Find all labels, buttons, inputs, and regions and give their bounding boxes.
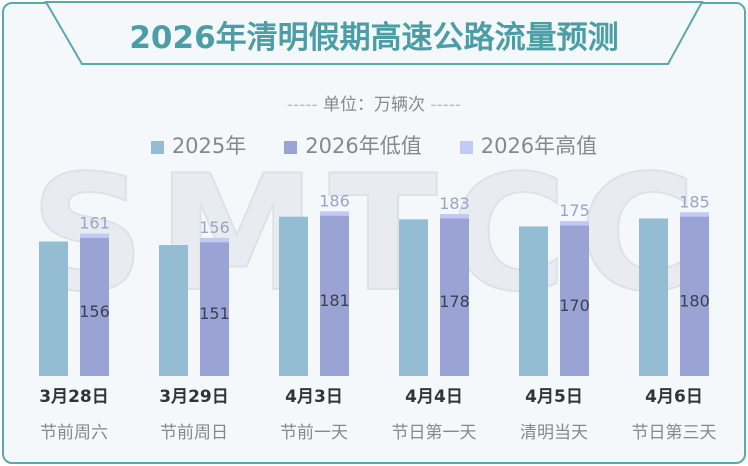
chart-title: 2026年清明假期高速公路流量预测 [129,20,619,56]
legend-item-2026-low: 2026年低值 [284,130,422,160]
label-2026-high: 185 [679,192,710,211]
x-tick-day: 节日第三天 [632,423,717,443]
label-2026-low: 181 [319,291,350,310]
label-2026-low: 156 [79,302,110,321]
x-tick-date: 4月5日 [525,387,583,407]
bar-2025 [519,226,548,376]
label-2026-low: 170 [559,296,590,315]
label-2026-high: 175 [559,201,590,220]
bar-2026-low [560,225,589,376]
label-2026-high: 186 [319,191,350,210]
title-banner [44,1,704,65]
bar-2025 [399,219,428,376]
label-2026-high: 183 [439,194,470,213]
label-2026-low: 151 [199,304,230,323]
legend-item-2025: 2025年 [150,130,246,160]
label-2026-high: 161 [79,214,110,233]
bar-2026-low [440,218,469,376]
label-2026-low: 180 [679,291,710,310]
bar-2026-low [320,215,349,376]
bar-2025 [39,241,68,376]
bar-2025 [639,218,668,376]
x-tick-day: 节前周日 [160,423,228,443]
x-tick-date: 4月3日 [285,387,343,407]
bar-2025 [279,216,308,376]
x-tick-day: 节前一天 [280,423,348,443]
bar-2026-low [80,237,109,376]
x-tick-day: 节前周六 [40,423,108,443]
legend: 2025年 2026年低值 2026年高值 [0,130,748,160]
x-tick-date: 4月6日 [645,387,703,407]
x-tick-date: 4月4日 [405,387,463,407]
x-tick-day: 节日第一天 [392,423,477,443]
bar-2026-low [200,242,229,376]
label-2026-high: 156 [199,218,230,237]
unit-label: ----- 单位：万辆次 ----- [286,95,462,115]
x-tick-date: 3月28日 [39,387,109,407]
x-tick-date: 3月29日 [159,387,229,407]
label-2026-low: 178 [439,292,470,311]
x-tick-day: 清明当天 [520,423,588,443]
bar-2026-low [680,216,709,376]
legend-item-2026-high: 2026年高值 [459,130,597,160]
bar-2025 [159,245,188,376]
